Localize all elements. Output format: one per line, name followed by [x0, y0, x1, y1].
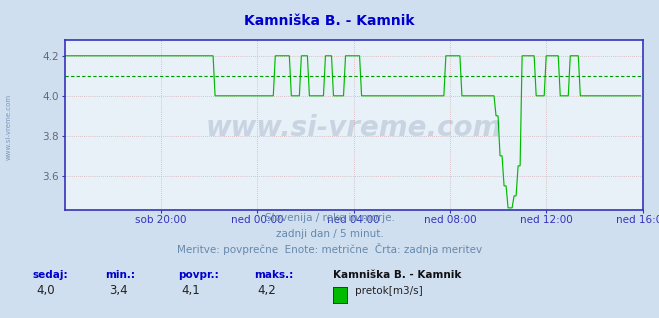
Text: min.:: min.:: [105, 270, 136, 280]
Text: www.si-vreme.com: www.si-vreme.com: [5, 94, 12, 160]
Text: Slovenija / reke in morje.: Slovenija / reke in morje.: [264, 213, 395, 223]
Text: 4,1: 4,1: [181, 284, 200, 297]
Text: Kamniška B. - Kamnik: Kamniška B. - Kamnik: [244, 14, 415, 28]
Text: Meritve: povprečne  Enote: metrične  Črta: zadnja meritev: Meritve: povprečne Enote: metrične Črta:…: [177, 243, 482, 255]
Text: 4,2: 4,2: [257, 284, 275, 297]
Text: 4,0: 4,0: [36, 284, 55, 297]
Text: 3,4: 3,4: [109, 284, 127, 297]
Text: Kamniška B. - Kamnik: Kamniška B. - Kamnik: [333, 270, 461, 280]
Text: povpr.:: povpr.:: [178, 270, 219, 280]
Text: www.si-vreme.com: www.si-vreme.com: [206, 114, 501, 142]
Text: sedaj:: sedaj:: [33, 270, 69, 280]
Text: pretok[m3/s]: pretok[m3/s]: [355, 286, 423, 296]
Text: zadnji dan / 5 minut.: zadnji dan / 5 minut.: [275, 229, 384, 239]
Text: maks.:: maks.:: [254, 270, 293, 280]
